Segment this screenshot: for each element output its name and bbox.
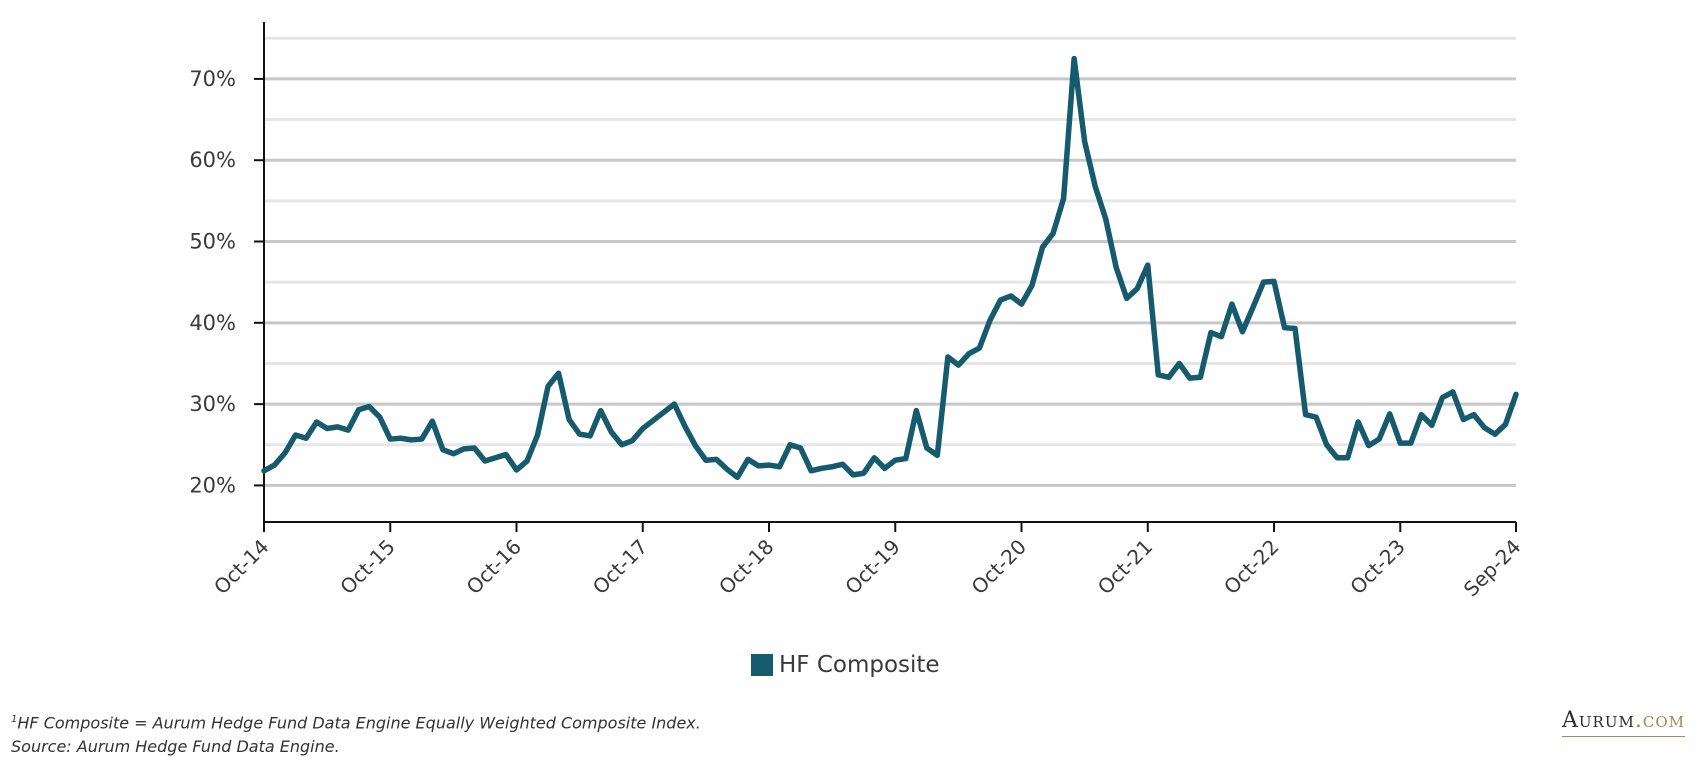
y-tick-label: 50% — [189, 230, 236, 254]
x-tick-label: Oct-14 — [209, 535, 274, 600]
logo-suffix: .com — [1634, 708, 1685, 733]
footnote: 1HF Composite = Aurum Hedge Fund Data En… — [11, 708, 701, 759]
grid-lines — [264, 36, 1516, 487]
y-tick-label: 60% — [189, 148, 236, 172]
y-tick-label: 20% — [189, 473, 236, 497]
series-layer — [261, 55, 1519, 481]
x-tick-label: Oct-19 — [840, 535, 905, 600]
source-note: Source: Aurum Hedge Fund Data Engine. — [11, 737, 340, 757]
x-tick-label: Sep-24 — [1459, 535, 1526, 602]
x-tick-label: Oct-16 — [462, 535, 527, 600]
logo-brand: Aurum — [1562, 708, 1635, 733]
legend-swatch — [751, 654, 773, 676]
y-axis-ticks: 20% 30% 40% 50% 60% 70% — [189, 67, 264, 497]
logo-underline — [1562, 736, 1685, 737]
footnote-marker: 1 — [11, 714, 18, 725]
legend: HF Composite — [751, 652, 940, 678]
footnote-text: HF Composite = Aurum Hedge Fund Data Eng… — [17, 713, 701, 733]
footnote-line-1: 1HF Composite = Aurum Hedge Fund Data En… — [11, 708, 701, 735]
y-tick-label: 40% — [189, 311, 236, 335]
line-chart: 20%30%40%50%60%70% Oct-14 Oct-15 Oct-16 Oct… — [189, 22, 1526, 601]
x-tick-label: Oct-20 — [967, 535, 1032, 600]
x-tick-label: Oct-23 — [1345, 535, 1410, 600]
aurum-logo[interactable]: Aurum.com — [1562, 708, 1685, 737]
x-tick-label: Oct-21 — [1093, 535, 1158, 600]
x-tick-label: Oct-22 — [1219, 535, 1284, 600]
y-tick-label: 70% — [189, 67, 236, 91]
x-tick-label: Oct-18 — [714, 535, 779, 600]
x-axis-ticks: Oct-14 Oct-15 Oct-16 Oct-17 Oct-18 Oct-19 Oct-… — [209, 522, 1526, 601]
axes — [263, 22, 1516, 523]
series-line-hf-composite — [261, 55, 1519, 481]
y-tick-label: 30% — [189, 392, 236, 416]
x-tick-label: Oct-17 — [588, 535, 653, 600]
legend-label: HF Composite — [779, 652, 940, 678]
x-tick-label: Oct-15 — [335, 535, 400, 600]
